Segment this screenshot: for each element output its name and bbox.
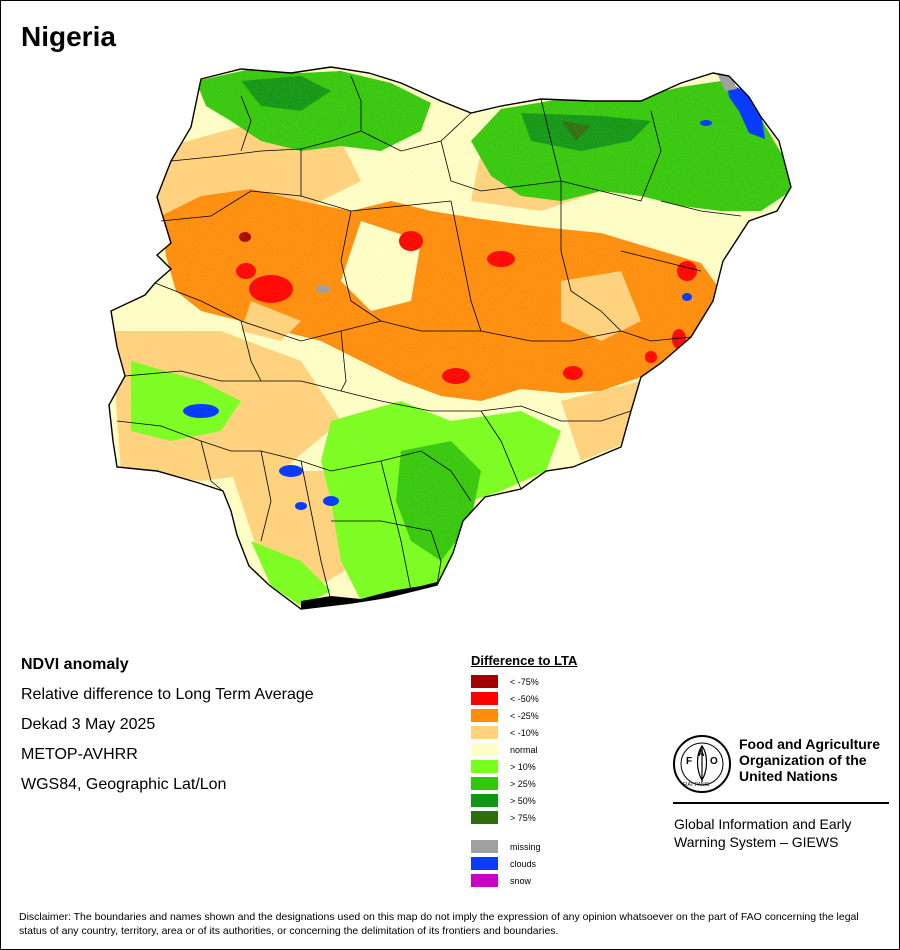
legend-label: snow <box>510 875 532 886</box>
map-info-heading: NDVI anomaly <box>21 656 129 673</box>
ndvi-anomaly-map <box>108 66 792 610</box>
giews-line: Warning System – GIEWS <box>674 834 839 850</box>
legend-item: > 50% <box>471 792 577 809</box>
org-name-line: Organization of the <box>739 752 867 768</box>
giews-line: Global Information and Early <box>674 816 852 832</box>
fao-logo-a: A <box>698 748 705 758</box>
legend-swatch <box>471 857 498 870</box>
legend-item: snow <box>471 872 577 889</box>
org-name-line: Food and Agriculture <box>739 736 881 752</box>
legend-label: > 25% <box>510 778 536 789</box>
legend-label: missing <box>510 841 541 852</box>
org-name-line: United Nations <box>739 768 838 784</box>
map-info: NDVI anomaly Relative difference to Long… <box>21 656 314 806</box>
legend-swatch <box>471 726 498 739</box>
map-info-line: METOP-AVHRR <box>21 746 138 763</box>
legend-swatch <box>471 675 498 688</box>
legend-swatch <box>471 840 498 853</box>
legend-swatch <box>471 709 498 722</box>
legend-item: < -50% <box>471 690 577 707</box>
legend-item: clouds <box>471 855 577 872</box>
legend-label: > 50% <box>510 795 536 806</box>
legend-item: > 75% <box>471 809 577 826</box>
legend-label: > 75% <box>510 812 536 823</box>
org-name: Food and Agriculture Organization of the… <box>739 736 880 784</box>
legend-main-items: < -75% < -50% < -25% < -10% normal > 10% > 25%… <box>471 673 577 826</box>
legend-item: missing <box>471 838 577 855</box>
org-divider <box>673 802 889 804</box>
fao-logo: F O A FIAT PANIS <box>673 735 731 793</box>
legend-label: < -75% <box>510 676 539 687</box>
legend-item: < -75% <box>471 673 577 690</box>
fao-logo-o: O <box>710 756 718 767</box>
legend-label: > 10% <box>510 761 536 772</box>
legend-item: > 10% <box>471 758 577 775</box>
giews-label: Global Information and Early Warning Sys… <box>674 815 851 851</box>
legend-label: normal <box>510 744 538 755</box>
disclaimer: Disclaimer: The boundaries and names sho… <box>19 911 859 937</box>
legend-swatch <box>471 777 498 790</box>
legend-swatch <box>471 692 498 705</box>
legend-item: < -10% <box>471 724 577 741</box>
legend-swatch <box>471 743 498 756</box>
map-info-line: Relative difference to Long Term Average <box>21 686 314 703</box>
fao-logo-f: F <box>686 756 692 767</box>
legend-item: normal <box>471 741 577 758</box>
legend-item: > 25% <box>471 775 577 792</box>
legend-item: < -25% <box>471 707 577 724</box>
legend-label: < -50% <box>510 693 539 704</box>
map-title: Nigeria <box>21 21 116 52</box>
legend-extra-items: missing clouds snow <box>471 838 577 889</box>
legend-swatch <box>471 874 498 887</box>
legend-label: < -10% <box>510 727 539 738</box>
fao-logo-motto: FIAT PANIS <box>683 782 710 788</box>
legend-swatch <box>471 760 498 773</box>
map-info-line: WGS84, Geographic Lat/Lon <box>21 776 227 793</box>
legend-label: clouds <box>510 858 537 869</box>
legend: Difference to LTA < -75% < -50% < -25% < -1… <box>471 653 577 889</box>
legend-title: Difference to LTA <box>471 653 578 668</box>
legend-swatch <box>471 794 498 807</box>
legend-swatch <box>471 811 498 824</box>
map-info-line: Dekad 3 May 2025 <box>21 716 156 733</box>
legend-label: < -25% <box>510 710 539 721</box>
